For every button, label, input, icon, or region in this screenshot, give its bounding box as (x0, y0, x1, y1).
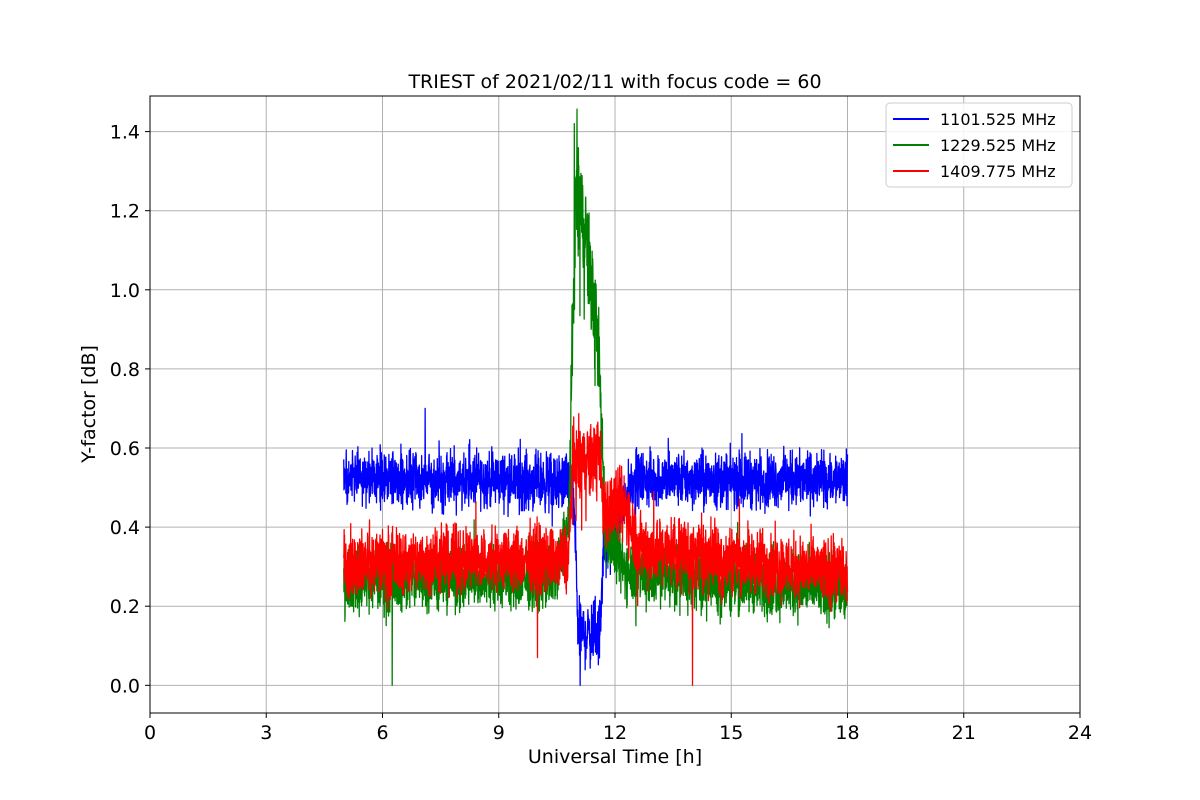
y-tick-label: 0.2 (110, 596, 140, 618)
y-axis-label: Y-factor [dB] (78, 345, 100, 464)
x-tick-label: 21 (952, 722, 976, 744)
x-tick-label: 18 (835, 722, 859, 744)
x-axis-ticks: 0 3 6 9 12 15 18 21 24 (144, 713, 1092, 744)
x-axis-label: Universal Time [h] (528, 746, 702, 768)
x-tick-label: 24 (1068, 722, 1092, 744)
x-tick-label: 9 (493, 722, 505, 744)
y-tick-label: 1.2 (110, 201, 140, 223)
series-line-3 (343, 413, 849, 686)
y-tick-label: 0.4 (110, 517, 140, 539)
x-tick-label: 15 (719, 722, 743, 744)
legend-box (885, 102, 1073, 188)
legend: 1101.525 MHz 1229.525 MHz 1409.775 MHz (885, 102, 1073, 188)
legend-label: 1101.525 MHz (940, 110, 1056, 129)
y-tick-label: 0.0 (110, 675, 140, 697)
y-tick-label: 0.8 (110, 359, 140, 381)
x-tick-label: 0 (144, 722, 156, 744)
y-tick-label: 1.4 (110, 122, 140, 144)
legend-label: 1229.525 MHz (940, 136, 1056, 155)
series-line-1 (343, 407, 849, 686)
x-tick-label: 3 (260, 722, 272, 744)
legend-label: 1409.775 MHz (940, 162, 1056, 181)
y-axis-ticks: 0.0 0.2 0.4 0.6 0.8 1.0 1.2 1.4 (110, 122, 150, 697)
y-tick-label: 0.6 (110, 438, 140, 460)
x-tick-label: 6 (376, 722, 388, 744)
series-layer (343, 108, 849, 686)
chart-title: TRIEST of 2021/02/11 with focus code = 6… (407, 71, 821, 93)
y-tick-label: 1.0 (110, 280, 140, 302)
x-tick-label: 12 (603, 722, 627, 744)
